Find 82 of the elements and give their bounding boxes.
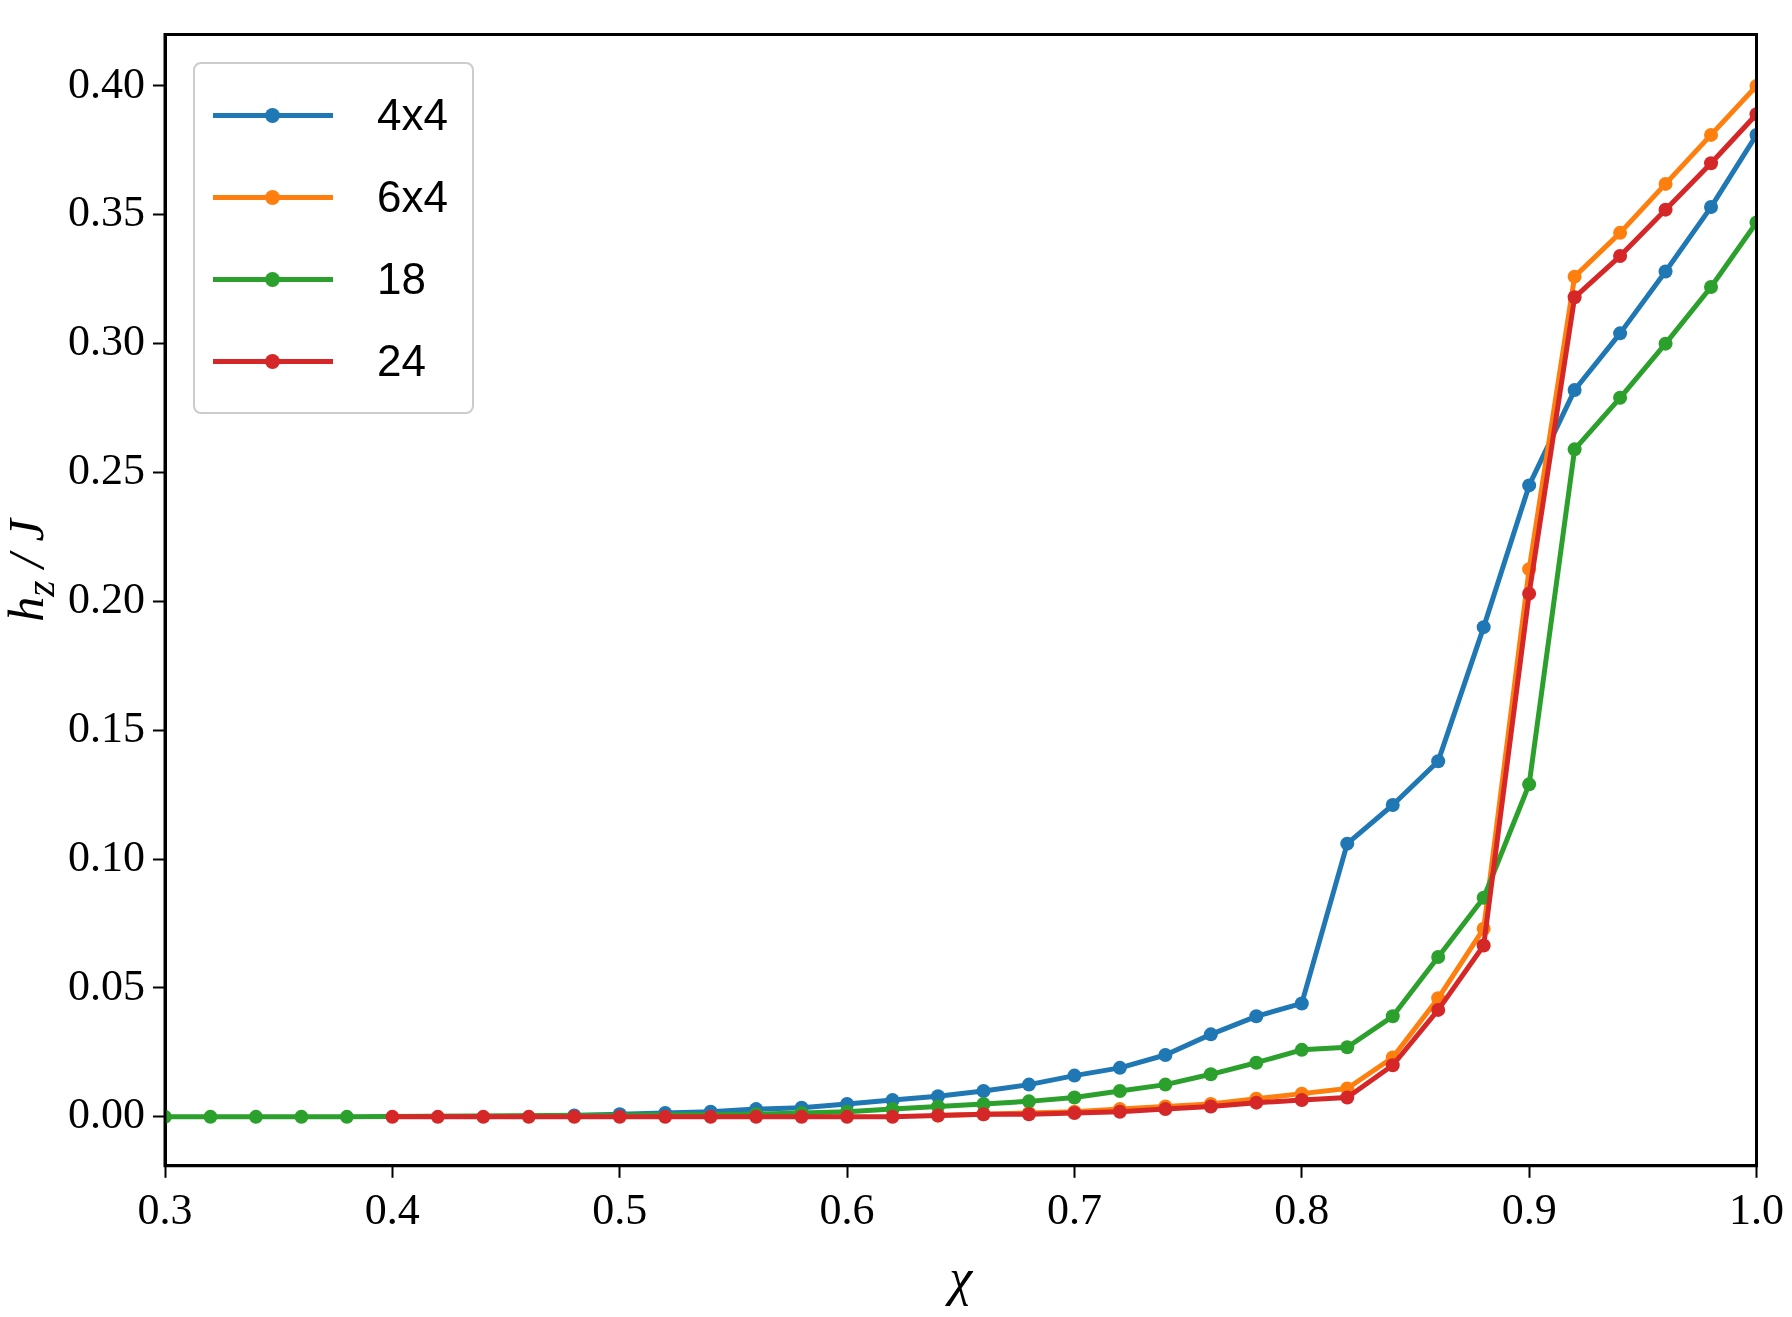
point: [1567, 290, 1582, 305]
point: [1294, 996, 1309, 1011]
point: [521, 1109, 536, 1124]
y-tick-label: 0.40: [68, 58, 145, 108]
point: [476, 1109, 491, 1124]
point: [1203, 1027, 1218, 1042]
point: [1704, 156, 1719, 171]
point: [1658, 176, 1673, 191]
point: [1340, 836, 1355, 851]
x-tick-label: 0.4: [364, 1184, 420, 1234]
point: [1249, 1009, 1264, 1024]
point: [1658, 336, 1673, 351]
point: [1385, 1058, 1400, 1073]
y-tick-label: 0.35: [68, 187, 145, 237]
point: [1294, 1093, 1309, 1108]
point: [294, 1109, 309, 1124]
point: [1067, 1068, 1082, 1083]
y-tick-label: 0.05: [68, 960, 145, 1010]
point: [1613, 249, 1628, 264]
point: [885, 1109, 900, 1124]
point: [1385, 797, 1400, 812]
point: [1385, 1009, 1400, 1024]
point: [1522, 777, 1537, 792]
point: [203, 1109, 218, 1124]
x-tick-label: 0.7: [1046, 1184, 1102, 1234]
point: [1522, 586, 1537, 601]
point: [1613, 390, 1628, 405]
point: [1704, 127, 1719, 142]
point: [1658, 264, 1673, 279]
point: [1704, 279, 1719, 294]
point: [1294, 1042, 1309, 1057]
point: [1658, 202, 1673, 217]
x-tick-label: 0.9: [1501, 1184, 1557, 1234]
point: [339, 1109, 354, 1124]
point: [1613, 326, 1628, 341]
point: [1476, 620, 1491, 635]
y-tick-label: 0.00: [68, 1089, 145, 1139]
legend-label: 24: [377, 336, 426, 387]
point: [1431, 950, 1446, 965]
y-tick-label: 0.30: [68, 316, 145, 366]
y-tick-label: 0.10: [68, 831, 145, 881]
x-tick-label: 0.8: [1274, 1184, 1330, 1234]
point: [1158, 1047, 1173, 1062]
point: [703, 1109, 718, 1124]
y-tick-label: 0.20: [68, 573, 145, 623]
point: [1249, 1095, 1264, 1110]
x-axis-title: χ: [944, 1249, 974, 1307]
point: [1340, 1090, 1355, 1105]
point: [1567, 269, 1582, 284]
x-tick-label: 0.3: [137, 1184, 193, 1234]
point: [1021, 1094, 1036, 1109]
legend-label: 18: [377, 254, 426, 305]
x-tick-label: 1.0: [1729, 1184, 1784, 1234]
point: [1476, 938, 1491, 953]
point: [840, 1109, 855, 1124]
point: [1067, 1090, 1082, 1105]
point: [794, 1109, 809, 1124]
point: [1613, 225, 1628, 240]
point: [1567, 442, 1582, 457]
point: [1021, 1077, 1036, 1092]
point: [1704, 200, 1719, 215]
point: [1567, 383, 1582, 398]
point: [1340, 1040, 1355, 1055]
point: [658, 1109, 673, 1124]
point: [1203, 1067, 1218, 1082]
point: [430, 1109, 445, 1124]
x-tick-label: 0.5: [592, 1184, 648, 1234]
point: [1112, 1084, 1127, 1099]
point: [976, 1084, 991, 1099]
point: [1158, 1077, 1173, 1092]
point: [248, 1109, 263, 1124]
point: [385, 1109, 400, 1124]
legend-label: 6x4: [377, 172, 448, 223]
point: [1112, 1060, 1127, 1075]
point: [1431, 1002, 1446, 1017]
legend-label: 4x4: [377, 90, 448, 141]
point: [1249, 1055, 1264, 1070]
y-tick-label: 0.15: [68, 702, 145, 752]
point: [1431, 754, 1446, 769]
x-tick-label: 0.6: [819, 1184, 875, 1234]
point: [1522, 478, 1537, 493]
y-tick-label: 0.25: [68, 445, 145, 495]
